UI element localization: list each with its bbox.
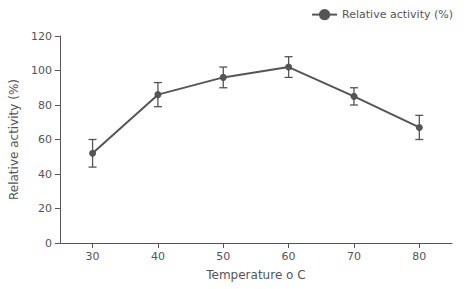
svg-text:30: 30: [86, 250, 100, 263]
svg-text:80: 80: [412, 250, 426, 263]
svg-text:60: 60: [282, 250, 296, 263]
svg-text:Relative activity (%): Relative activity (%): [7, 79, 21, 200]
svg-text:60: 60: [38, 133, 52, 146]
svg-text:0: 0: [45, 237, 52, 250]
svg-text:120: 120: [31, 30, 52, 43]
svg-text:Temperature o C: Temperature o C: [205, 268, 305, 282]
svg-text:80: 80: [38, 99, 52, 112]
svg-text:40: 40: [38, 168, 52, 181]
svg-text:20: 20: [38, 202, 52, 215]
svg-text:100: 100: [31, 64, 52, 77]
svg-text:50: 50: [216, 250, 230, 263]
svg-text:40: 40: [151, 250, 165, 263]
svg-text:Relative activity (%): Relative activity (%): [342, 8, 453, 21]
svg-text:70: 70: [347, 250, 361, 263]
